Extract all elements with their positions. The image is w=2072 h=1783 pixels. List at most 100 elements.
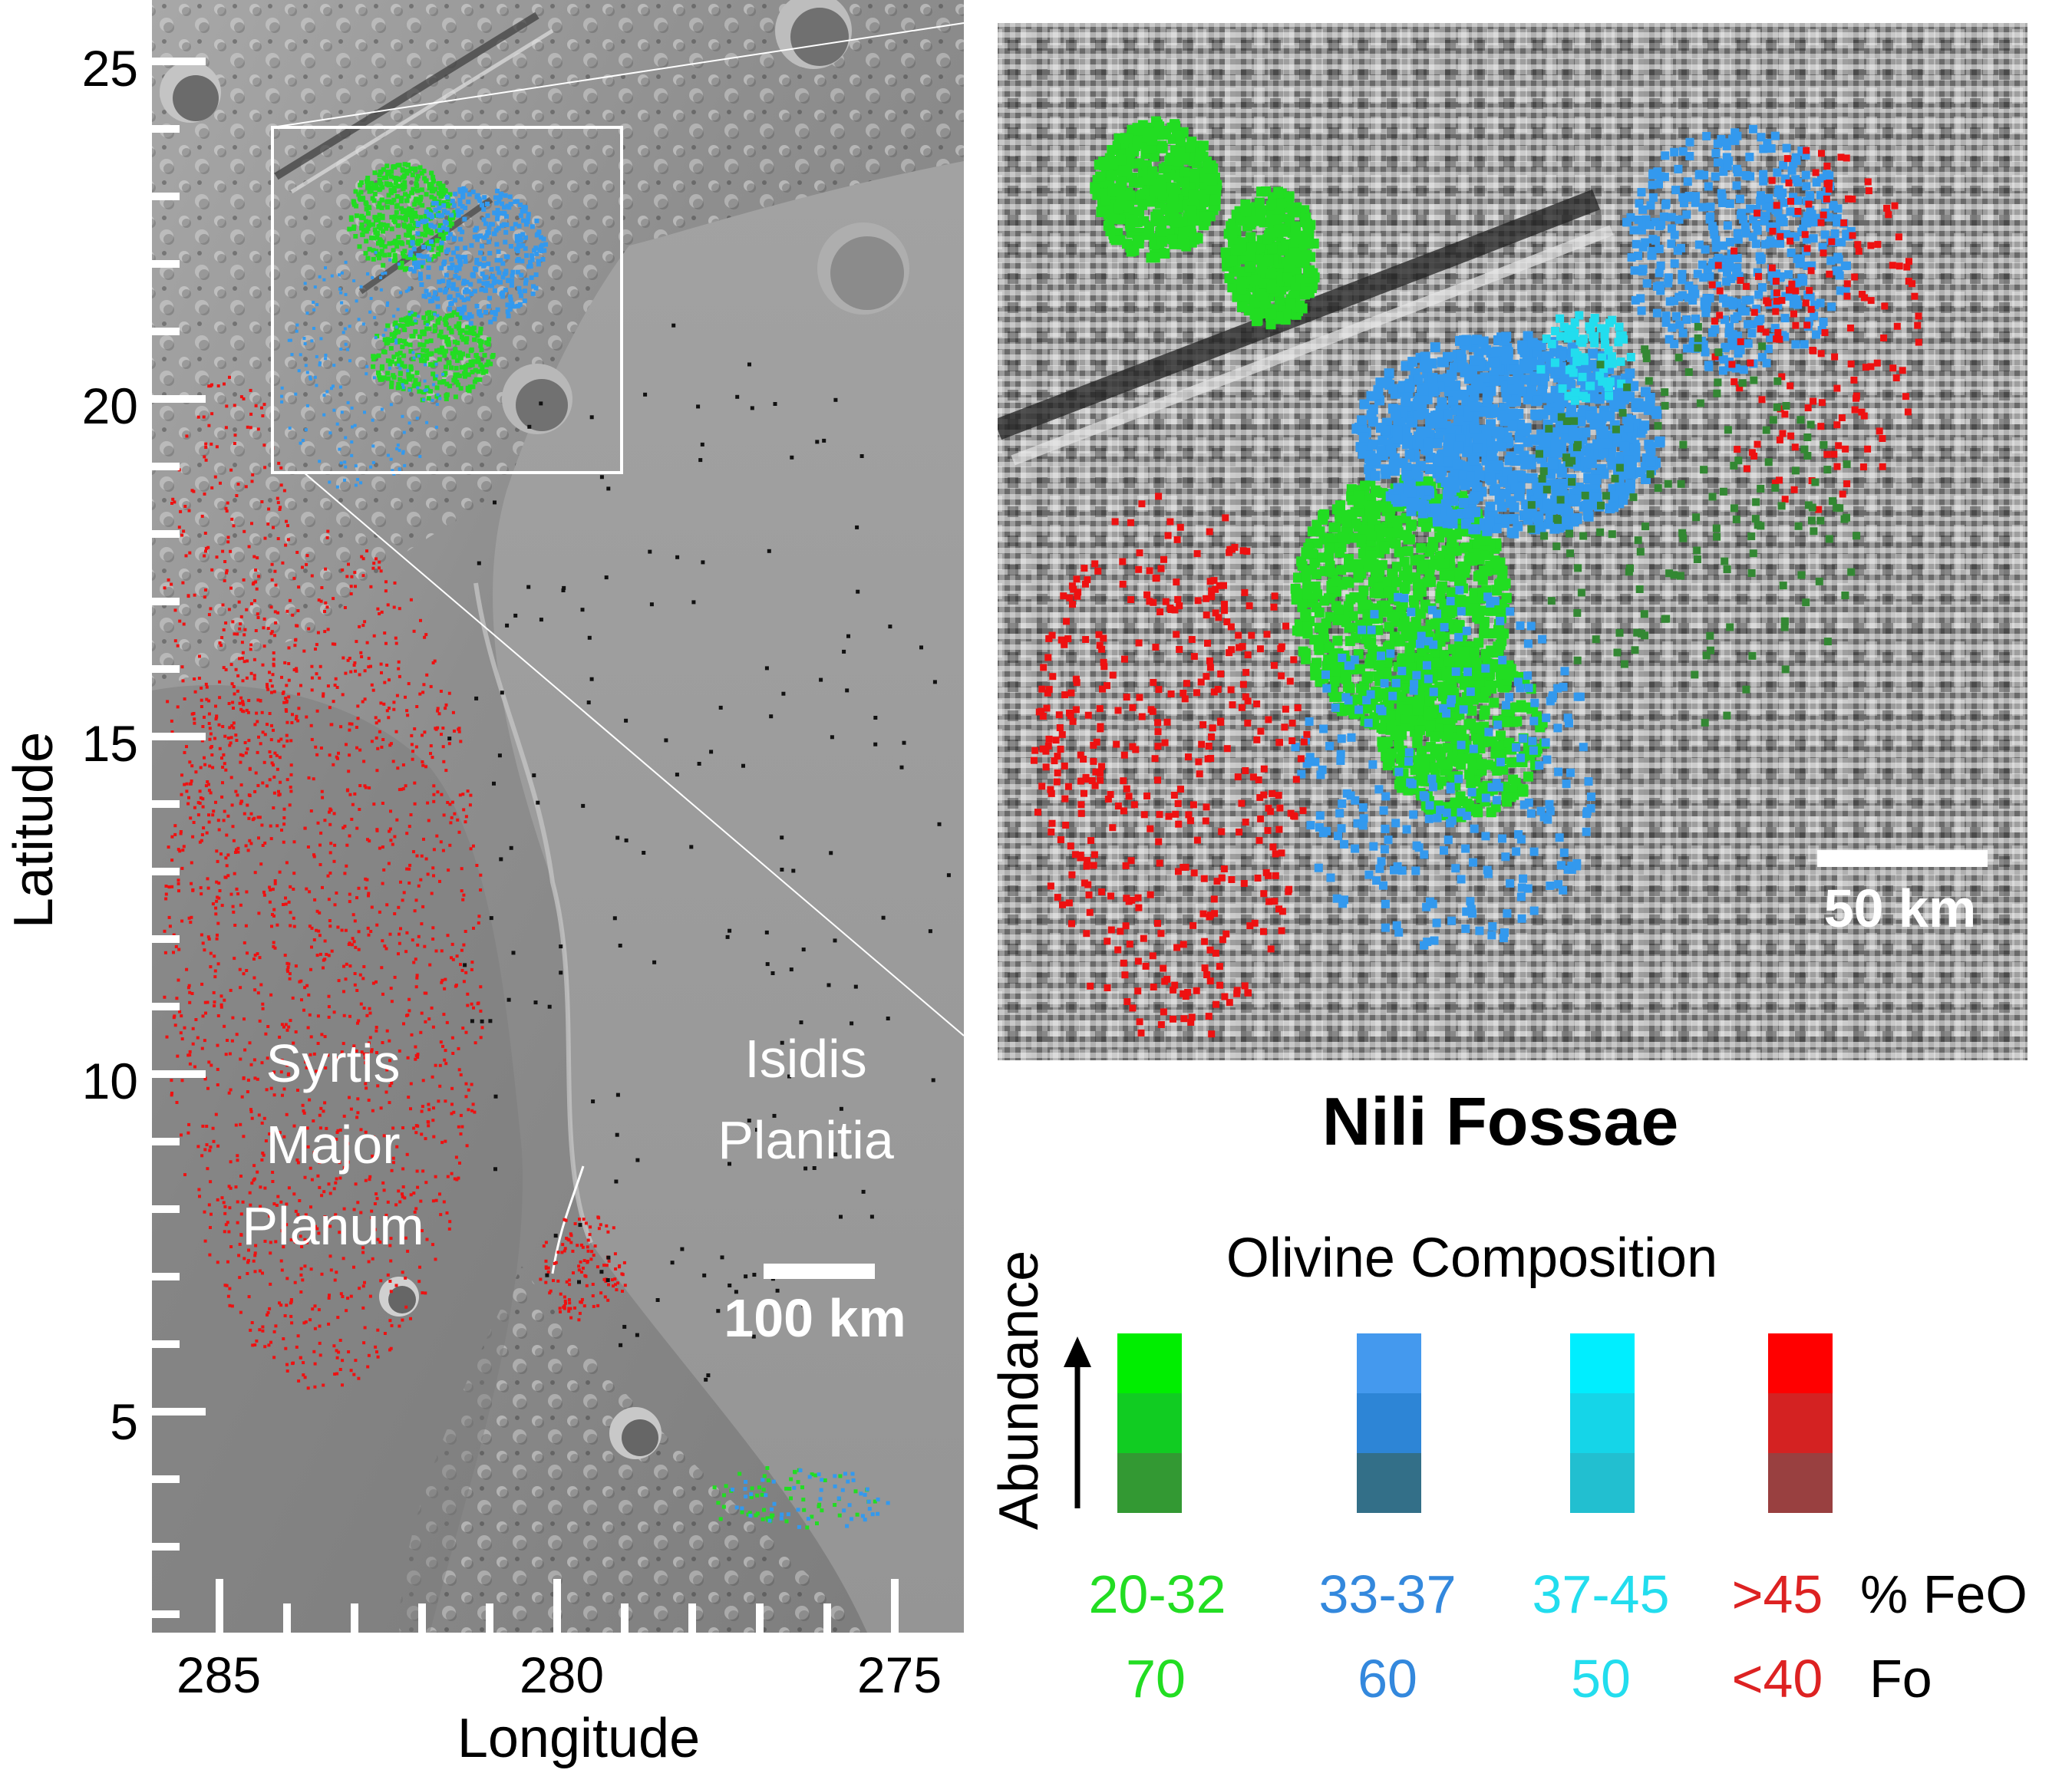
olivine-red-point [434,1257,437,1261]
olivine-red-point [315,709,319,713]
olivine-red-point [262,760,266,764]
olivine-blue-point [412,356,416,360]
olivine-red-point [282,903,285,906]
olivine-red-point [196,1145,200,1149]
olivine-blue-point [863,1492,867,1497]
olivine-red-point [309,967,312,971]
olivine-green-point [403,316,408,321]
dark-crater-point [803,1166,808,1171]
olivine-red-point [421,763,425,767]
olivine-green-point [394,209,399,215]
olivine-red-point [412,850,415,854]
dark-crater-point [750,406,754,410]
dark-crater-point [562,585,566,590]
dark-crater-point [691,600,696,605]
olivine-red-point [398,941,401,945]
olivine-red-point [329,1268,333,1272]
olivine-red-point [323,819,327,822]
olivine-blue-point [493,195,498,200]
olivine-red-point [398,1200,402,1204]
olivine-red-point [454,1155,458,1159]
olivine-red-point [292,1361,295,1365]
olivine-red-point [269,755,272,759]
olivine-red-point [186,1131,190,1135]
olivine-red-point [328,1254,332,1258]
olivine-green-point [413,210,418,216]
olivine-blue-point [772,1501,777,1506]
olivine-blue-point [820,1478,824,1482]
olivine-green-point [1398,570,1409,581]
olivine-red-point [374,1029,378,1033]
olivine-red-point [345,575,349,578]
olivine-blue-point [308,377,312,381]
olivine-red-point [289,924,292,928]
olivine-green-point [1134,158,1145,169]
olivine-red-point [243,812,246,816]
olivine-red-point [338,1176,342,1180]
olivine-green-point [1345,594,1356,605]
olivine-red-point [292,888,295,891]
olivine-red-point [258,816,262,819]
olivine-red-point [369,930,373,933]
dark-crater-point [526,585,531,589]
olivine-blue-point [339,461,343,465]
olivine-red-point [253,789,257,793]
olivine-green-point [351,199,356,205]
olivine-blue-point [462,305,467,310]
olivine-red-point [179,832,183,835]
olivine-blue-point [480,271,485,276]
olivine-green-point [406,193,411,199]
olivine-red-point [305,1126,309,1130]
dark-crater-point [497,753,502,758]
olivine-green-point [441,350,446,355]
olivine-red-point [447,742,451,746]
olivine-blue-point [406,369,410,373]
olivine-blue-point [424,209,429,214]
olivine-red-point [331,642,335,646]
olivine-red-point [247,545,251,549]
olivine-red-point [305,562,308,566]
olivine-green-point [1179,239,1189,250]
olivine-red-point [341,1042,345,1046]
olivine-red-point [181,849,185,852]
olivine-red-point [218,641,222,644]
olivine-red-point [327,954,331,957]
olivine-blue-point [424,254,430,259]
olivine-red-point [415,1169,419,1173]
olivine-red-point [462,980,466,984]
olivine-red-point [421,760,424,763]
olivine-red-point [204,784,208,788]
olivine-red-point [319,746,323,750]
olivine-red-point [388,1059,391,1063]
olivine-blue-point [442,209,447,214]
olivine-blue-point [786,1512,790,1517]
olivine-red-point [563,1249,566,1253]
olivine-green-point [398,265,403,270]
olivine-red-point [328,1224,332,1228]
olivine-blue-point [475,237,480,242]
olivine-red-point [405,931,409,934]
olivine-green-point [380,197,384,203]
olivine-red-point [175,997,179,1000]
olivine-red-point [204,682,208,686]
olivine-blue-point [505,203,510,209]
olivine-red-point [256,1170,259,1174]
dark-crater-point [447,737,452,741]
olivine-red-point [615,1288,619,1292]
olivine-green-point [368,186,373,190]
syrtis-plain-area [152,685,523,1633]
olivine-blue-point [425,323,429,327]
olivine-red-point [244,485,248,489]
olivine-red-point [432,1135,436,1139]
olivine-green-point [1266,308,1277,319]
olivine-blue-point [479,287,484,292]
olivine-red-point [359,1002,363,1006]
olivine-red-point [273,946,277,950]
olivine-red-point [371,1257,374,1261]
olivine-red-point [239,1057,243,1061]
olivine-red-point [388,1101,391,1105]
olivine-green-point [374,183,379,188]
olivine-green-point [454,365,459,371]
olivine-red-point [431,1199,435,1203]
olivine-red-point [343,872,347,875]
